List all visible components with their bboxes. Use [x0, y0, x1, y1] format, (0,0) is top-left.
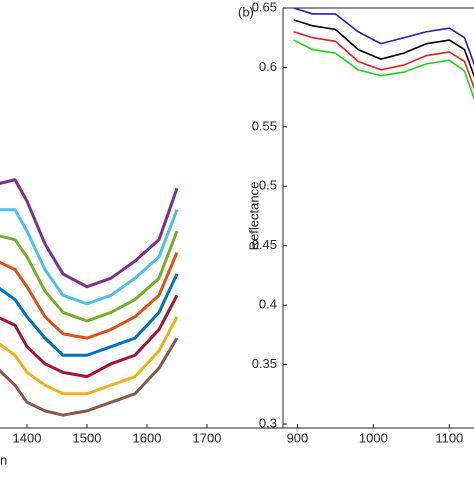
- y-tick-label: 0.5: [259, 178, 277, 193]
- x-tick-label: 1600: [133, 430, 162, 445]
- series-line: [0, 294, 179, 379]
- y-tick-label: 0.65: [252, 0, 277, 14]
- series-line: [0, 273, 179, 357]
- y-tick-label: 0.45: [252, 237, 277, 252]
- series-line: [0, 251, 179, 340]
- y-tick-label: 0.35: [252, 356, 277, 371]
- series-line: [0, 208, 179, 306]
- x-tick-label: 1400: [13, 430, 42, 445]
- series-line: [293, 31, 474, 90]
- y-tick-label: 0.55: [252, 118, 277, 133]
- x-axis-label: n: [0, 452, 7, 467]
- series-line: [0, 230, 179, 323]
- x-tick-label: 1700: [193, 430, 222, 445]
- series-line: [293, 19, 474, 78]
- panel-label: (b): [238, 4, 254, 19]
- y-tick-label: 0.6: [259, 59, 277, 74]
- y-axis-label: Reflectance: [246, 182, 261, 251]
- y-tick-label: 0.3: [259, 415, 277, 430]
- series-line: [293, 39, 474, 101]
- series-line: [0, 316, 179, 396]
- series-line: [0, 178, 179, 289]
- x-tick-label: 900: [287, 430, 309, 445]
- x-tick-label: 1100: [435, 430, 463, 445]
- series-line: [293, 8, 474, 67]
- series-line: [0, 337, 179, 417]
- x-tick-label: 1500: [73, 430, 102, 445]
- x-tick-label: 1000: [359, 430, 388, 445]
- y-tick-label: 0.4: [259, 297, 277, 312]
